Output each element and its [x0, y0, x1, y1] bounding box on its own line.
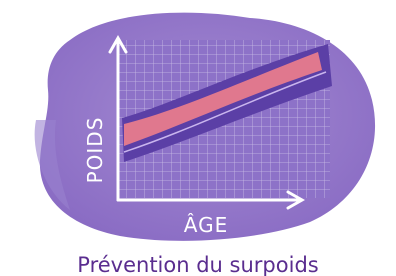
y-axis-label: POIDS — [83, 117, 107, 184]
page: POIDS ÂGE Prévention du surpoids — [0, 0, 396, 276]
x-axis-label: ÂGE — [184, 213, 228, 237]
caption: Prévention du surpoids — [0, 253, 396, 276]
illustration: POIDS ÂGE — [0, 0, 396, 276]
